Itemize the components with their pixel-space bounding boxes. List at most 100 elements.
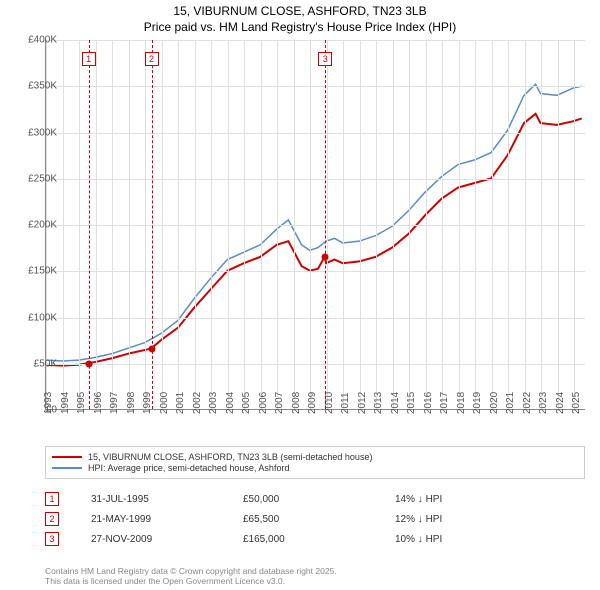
gridline-h xyxy=(46,179,585,180)
gridline-v xyxy=(327,40,328,409)
gridline-v xyxy=(343,40,344,409)
event-row: 327-NOV-2009£165,00010% ↓ HPI xyxy=(45,532,585,546)
gridline-v xyxy=(178,40,179,409)
x-axis-label: 2018 xyxy=(456,392,467,414)
gridline-h xyxy=(46,318,585,319)
gridline-v xyxy=(310,40,311,409)
gridline-h xyxy=(46,86,585,87)
plot-area: 1993199419951996199719981999200020012002… xyxy=(45,40,585,410)
event-row: 2 21-MAY-1999 £65,500 12% ↓ HPI xyxy=(45,512,585,526)
event-marker: 1 xyxy=(82,52,96,66)
event-row-marker: 3 xyxy=(45,532,59,546)
y-axis-label: £400K xyxy=(28,35,57,46)
gridline-v xyxy=(79,40,80,409)
event-price: £50,000 xyxy=(243,494,363,505)
y-axis-label: £100K xyxy=(28,312,57,323)
x-axis-label: 2011 xyxy=(340,392,351,414)
y-axis-label: £200K xyxy=(28,220,57,231)
x-axis-label: 2012 xyxy=(357,392,368,414)
x-axis-label: 2016 xyxy=(423,392,434,414)
legend-label-hpi: HPI: Average price, semi-detached house,… xyxy=(88,463,289,473)
gridline-h xyxy=(46,364,585,365)
gridline-v xyxy=(475,40,476,409)
x-axis-label: 2021 xyxy=(505,392,516,414)
x-axis-label: 1998 xyxy=(126,392,137,414)
sale-marker-dot xyxy=(322,254,329,261)
gridline-v xyxy=(244,40,245,409)
legend-row-property: 15, VIBURNUM CLOSE, ASHFORD, TN23 3LB (s… xyxy=(52,452,578,462)
legend-row-hpi: HPI: Average price, semi-detached house,… xyxy=(52,463,578,473)
gridline-v xyxy=(376,40,377,409)
event-row-marker: 2 xyxy=(45,512,59,526)
gridline-v xyxy=(145,40,146,409)
y-axis-label: £300K xyxy=(28,127,57,138)
event-line xyxy=(152,40,153,409)
legend-label-property: 15, VIBURNUM CLOSE, ASHFORD, TN23 3LB (s… xyxy=(88,452,372,462)
x-axis-label: 2022 xyxy=(522,392,533,414)
gridline-v xyxy=(277,40,278,409)
gridline-h xyxy=(46,40,585,41)
y-axis-label: £50K xyxy=(34,358,57,369)
x-axis-label: 2004 xyxy=(225,392,236,414)
attribution-line-2: This data is licensed under the Open Gov… xyxy=(45,576,337,586)
event-delta: 10% ↓ HPI xyxy=(395,534,515,545)
gridline-v xyxy=(195,40,196,409)
event-date: 27-NOV-2009 xyxy=(91,534,211,545)
y-axis-label: £150K xyxy=(28,266,57,277)
event-delta: 12% ↓ HPI xyxy=(395,514,515,525)
gridline-v xyxy=(228,40,229,409)
sale-marker-dot xyxy=(85,360,92,367)
gridline-v xyxy=(162,40,163,409)
x-axis-label: 1994 xyxy=(60,392,71,414)
x-axis-label: 2001 xyxy=(175,392,186,414)
gridline-v xyxy=(96,40,97,409)
x-axis-label: 2002 xyxy=(192,392,203,414)
property-line xyxy=(46,114,582,366)
gridline-v xyxy=(261,40,262,409)
gridline-h xyxy=(46,271,585,272)
x-axis-label: 2000 xyxy=(159,392,170,414)
gridline-h xyxy=(46,225,585,226)
x-axis-label: 1997 xyxy=(109,392,120,414)
y-axis-label: £0 xyxy=(46,405,57,416)
gridline-v xyxy=(63,40,64,409)
events-table: 131-JUL-1995£50,00014% ↓ HPI221-MAY-1999… xyxy=(45,492,585,552)
x-axis-label: 2025 xyxy=(571,392,582,414)
x-axis-label: 2020 xyxy=(489,392,500,414)
gridline-v xyxy=(426,40,427,409)
event-date: 31-JUL-1995 xyxy=(91,494,211,505)
gridline-v xyxy=(442,40,443,409)
event-marker: 2 xyxy=(145,52,159,66)
x-axis-label: 1996 xyxy=(93,392,104,414)
event-price: £65,500 xyxy=(243,514,363,525)
legend: 15, VIBURNUM CLOSE, ASHFORD, TN23 3LB (s… xyxy=(45,446,585,479)
attribution: Contains HM Land Registry data © Crown c… xyxy=(45,566,337,586)
event-date: 21-MAY-1999 xyxy=(91,514,211,525)
x-axis-label: 2008 xyxy=(291,392,302,414)
x-axis-label: 1995 xyxy=(76,392,87,414)
chart-title: 15, VIBURNUM CLOSE, ASHFORD, TN23 3LB Pr… xyxy=(0,0,600,35)
x-axis-label: 2014 xyxy=(390,392,401,414)
gridline-v xyxy=(294,40,295,409)
x-axis-label: 2003 xyxy=(208,392,219,414)
chart-container: 15, VIBURNUM CLOSE, ASHFORD, TN23 3LB Pr… xyxy=(0,0,600,590)
gridline-v xyxy=(541,40,542,409)
event-row: 131-JUL-1995£50,00014% ↓ HPI xyxy=(45,492,585,506)
gridline-v xyxy=(574,40,575,409)
gridline-v xyxy=(129,40,130,409)
gridline-v xyxy=(508,40,509,409)
sale-marker-dot xyxy=(148,346,155,353)
x-axis-label: 2017 xyxy=(439,392,450,414)
x-axis-label: 2013 xyxy=(373,392,384,414)
x-axis-label: 2019 xyxy=(472,392,483,414)
event-line xyxy=(325,40,326,409)
x-axis-label: 2015 xyxy=(406,392,417,414)
title-line-2: Price paid vs. HM Land Registry's House … xyxy=(0,20,600,36)
hpi-line xyxy=(46,84,582,361)
x-axis-label: 2005 xyxy=(241,392,252,414)
event-line xyxy=(89,40,90,409)
attribution-line-1: Contains HM Land Registry data © Crown c… xyxy=(45,566,337,576)
gridline-v xyxy=(525,40,526,409)
gridline-v xyxy=(459,40,460,409)
x-axis-label: 2024 xyxy=(555,392,566,414)
